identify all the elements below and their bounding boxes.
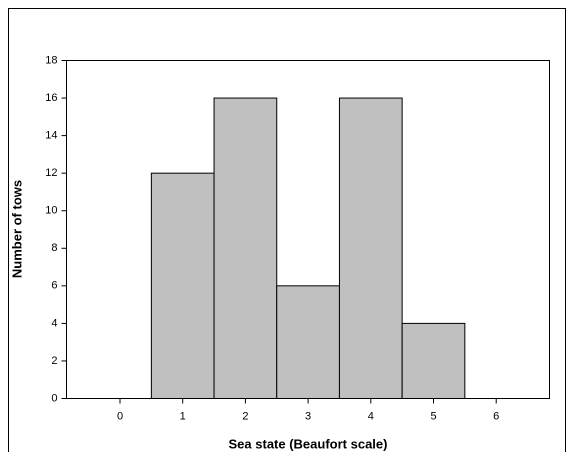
x-axis-title: Sea state (Beaufort scale)	[229, 436, 388, 451]
y-tick-label: 16	[45, 92, 57, 104]
x-tick-label: 3	[305, 410, 311, 422]
bar	[150, 172, 215, 399]
y-tick-label: 12	[45, 167, 57, 179]
y-axis-title: Number of tows	[9, 180, 24, 278]
bar	[401, 322, 466, 399]
y-tick-label: 10	[45, 205, 57, 217]
bar	[213, 97, 278, 400]
y-tick-label: 18	[45, 54, 57, 66]
x-tick-label: 6	[493, 410, 499, 422]
x-tick-label: 0	[117, 410, 123, 422]
y-tick-label: 0	[51, 392, 57, 404]
bar	[338, 97, 403, 400]
x-tick-label: 5	[430, 410, 436, 422]
frame	[8, 8, 566, 452]
x-tick-label: 2	[242, 410, 248, 422]
y-tick-label: 2	[51, 355, 57, 367]
y-tick-label: 6	[51, 280, 57, 292]
x-tick-label: 1	[180, 410, 186, 422]
x-tick-label: 4	[368, 410, 374, 422]
bar	[276, 285, 340, 400]
y-tick-label: 8	[51, 242, 57, 254]
y-tick-label: 14	[45, 130, 57, 142]
y-tick-label: 4	[51, 317, 57, 329]
